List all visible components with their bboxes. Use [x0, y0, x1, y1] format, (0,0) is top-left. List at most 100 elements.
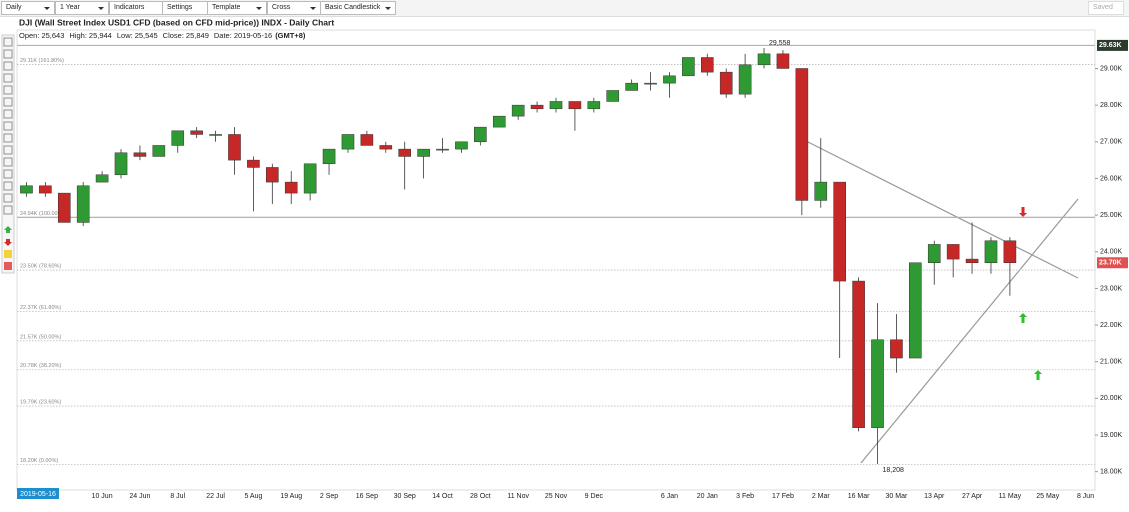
tool[interactable]	[3, 49, 13, 59]
candle-body	[247, 159, 260, 168]
tool[interactable]	[3, 109, 13, 119]
candle-body	[700, 57, 714, 73]
y-tick-label: 28.00K	[1100, 102, 1123, 109]
chart-title: DJI (Wall Street Index USD1 CFD (based o…	[19, 17, 334, 27]
x-tick-label: 8 Jun	[1077, 493, 1094, 500]
candle-body	[492, 115, 506, 128]
tool[interactable]	[3, 205, 13, 215]
candle-body	[266, 167, 279, 183]
annotation: 29,558	[769, 40, 791, 47]
x-tick-label: 14 Oct	[432, 493, 453, 500]
candle-body	[909, 262, 922, 359]
x-tick-label: 28 Oct	[470, 493, 491, 500]
indicators-button[interactable]: Indicators	[109, 1, 163, 15]
candle-body	[511, 104, 525, 117]
info-value: 25,944	[89, 31, 112, 40]
y-tick-label: 29.00K	[1100, 65, 1123, 72]
tool[interactable]	[3, 97, 13, 107]
x-tick-label: 30 Sep	[394, 493, 416, 500]
plot-frame	[16, 29, 1096, 491]
candle-body	[946, 244, 960, 260]
info-label: Close:	[163, 31, 184, 40]
candle-body	[625, 82, 638, 91]
x-tick-label: 11 Nov	[507, 493, 529, 500]
range-select[interactable]: 1 Year	[55, 1, 109, 15]
tool[interactable]	[4, 250, 12, 258]
candle-body	[284, 181, 298, 194]
tool[interactable]	[3, 121, 13, 131]
period-select[interactable]: Daily	[1, 1, 55, 15]
candle-body	[379, 145, 393, 150]
x-tick-label: 17 Feb	[772, 493, 794, 500]
template-select[interactable]: Template	[207, 1, 267, 15]
y-tick-label: 24.00K	[1100, 249, 1123, 256]
candle-body	[871, 339, 884, 428]
fib-label: 19.79K (23.60%)	[20, 400, 61, 406]
candle-body	[965, 258, 979, 263]
tool[interactable]	[3, 169, 13, 179]
candle-body	[795, 68, 809, 201]
info-value: 25,643	[41, 31, 64, 40]
candle-body	[474, 126, 487, 143]
tool[interactable]	[3, 133, 13, 143]
y-tick-label: 22.00K	[1100, 322, 1123, 329]
x-tick-label: 8 Jul	[170, 493, 185, 500]
candle-body	[322, 148, 336, 165]
tool[interactable]	[3, 157, 13, 167]
info-value: 2019-05-16	[234, 31, 272, 40]
tool[interactable]	[3, 181, 13, 191]
y-tick-label: 25.00K	[1100, 212, 1123, 219]
tool[interactable]	[3, 73, 13, 83]
tool[interactable]	[3, 85, 13, 95]
candle-body	[209, 134, 222, 136]
style-select[interactable]: Basic Candlestick	[320, 1, 396, 15]
candle-body	[303, 163, 317, 194]
saved-button[interactable]: Saved	[1088, 1, 1124, 15]
tool[interactable]	[4, 262, 12, 270]
candle-body	[152, 145, 166, 157]
tool[interactable]	[3, 145, 13, 155]
candle-body	[39, 185, 52, 194]
price-marker-label: 29.63K	[1099, 42, 1122, 49]
tool[interactable]	[3, 61, 13, 71]
y-tick-label: 19.00K	[1100, 432, 1123, 439]
x-tick-label: 2 Sep	[320, 493, 338, 500]
x-tick-label: 11 May	[999, 493, 1022, 500]
tool[interactable]	[3, 193, 13, 203]
up-arrow	[1019, 313, 1027, 323]
candle-body	[436, 148, 449, 151]
info-value: 25,849	[186, 31, 209, 40]
candle-body	[663, 75, 676, 84]
candle-body	[455, 141, 468, 150]
y-tick-label: 27.00K	[1100, 139, 1123, 146]
candle-body	[57, 192, 71, 223]
candle-body	[833, 181, 846, 282]
price-marker	[1097, 39, 1128, 51]
candle-body	[530, 104, 544, 110]
x-tick-label: 30 Mar	[886, 493, 908, 500]
candle-body	[606, 90, 620, 102]
fib-label: 23.50K (78.60%)	[20, 264, 61, 270]
candle-body	[644, 82, 657, 85]
candle-body	[719, 71, 733, 95]
candle-body	[587, 101, 601, 110]
candle-body	[549, 101, 563, 110]
candle-body	[814, 181, 828, 201]
annotation: 18,208	[883, 467, 905, 474]
x-tick-label: 25 Nov	[545, 493, 568, 500]
up-arrow-tool[interactable]	[4, 226, 12, 233]
down-arrow	[1019, 207, 1027, 217]
info-label: Low:	[117, 31, 133, 40]
info-label: High:	[69, 31, 87, 40]
tool[interactable]	[3, 37, 13, 47]
x-tick-label: 2 Mar	[812, 493, 831, 500]
x-tick-label: 10 Jun	[92, 493, 113, 500]
price-marker	[1097, 257, 1128, 269]
x-tick-label: 27 Apr	[962, 493, 983, 500]
candle-body	[341, 134, 355, 150]
candle-body	[1003, 240, 1017, 263]
candle-body	[133, 152, 147, 157]
y-tick-label: 26.00K	[1100, 175, 1123, 182]
down-arrow-tool[interactable]	[4, 239, 12, 246]
